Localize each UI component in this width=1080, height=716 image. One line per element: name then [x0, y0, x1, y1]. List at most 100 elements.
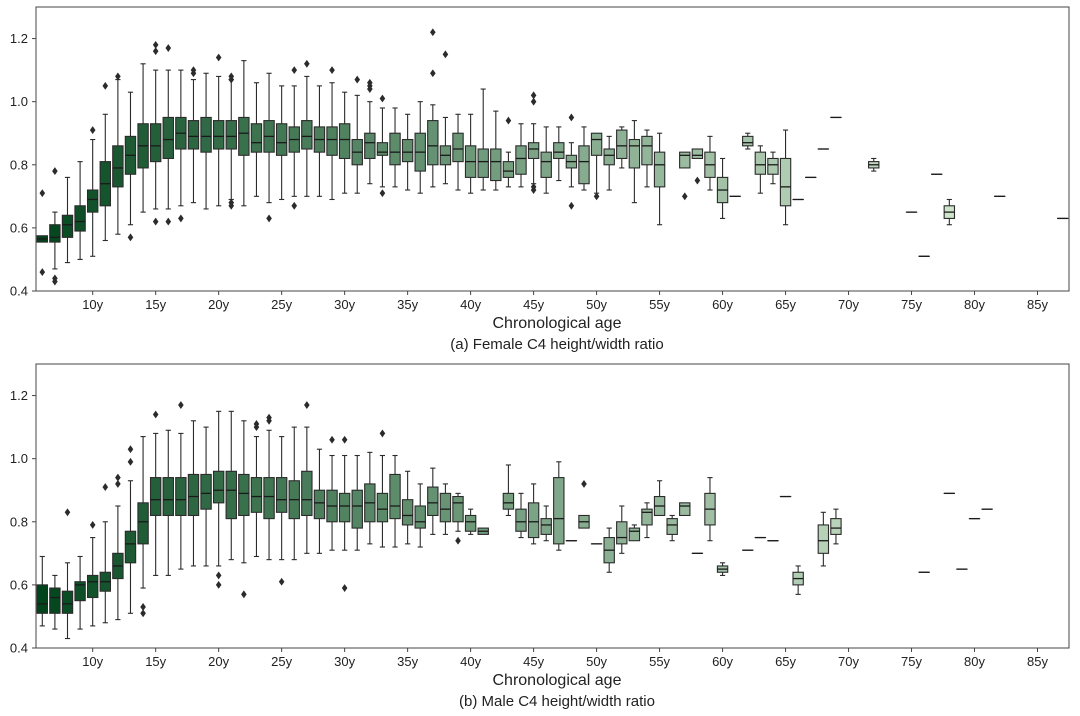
box-age-24: [263, 413, 275, 561]
box-iqr: [527, 142, 540, 160]
box-age-44: [515, 123, 527, 188]
box-age-10: [86, 126, 99, 257]
box-age-40: [464, 113, 477, 194]
box-age-38: [439, 483, 452, 535]
box-iqr: [779, 157, 792, 207]
box-iqr: [301, 470, 313, 517]
x-tick-label: 35y: [397, 654, 418, 669]
x-tick-label: 85y: [1027, 297, 1048, 312]
box-iqr: [338, 492, 351, 523]
box-iqr: [401, 499, 414, 526]
y-tick-label: 0.6: [10, 577, 28, 592]
outlier-point: [278, 577, 285, 586]
box-age-9: [74, 161, 86, 260]
male-boxplot-panel: 0.4 0.6 0.8 1.0 1.2 10y 15y 20y 25y 30y 35y 40y 45y 5…: [10, 363, 1070, 669]
box-iqr: [250, 477, 263, 513]
outlier-point: [52, 277, 58, 286]
outlier-point: [304, 401, 310, 409]
outlier-point: [505, 116, 512, 125]
outlier-point: [291, 66, 298, 75]
box-age-64: [767, 151, 779, 185]
x-tick-label: 45y: [523, 297, 544, 312]
box-age-40: [464, 508, 477, 535]
box-age-52: [616, 126, 628, 169]
x-tick-label: 60y: [712, 654, 733, 669]
outlier-point: [694, 176, 701, 185]
outlier-point: [291, 201, 298, 210]
box-iqr: [162, 477, 174, 517]
box-iqr: [464, 514, 477, 532]
y-tick-label: 1.2: [10, 31, 28, 46]
x-tick-label: 30y: [334, 297, 355, 312]
box-age-36: [414, 483, 426, 548]
outlier-point: [152, 47, 159, 56]
x-tick-label: 50y: [586, 297, 607, 312]
x-tick-label: 85y: [1027, 654, 1048, 669]
outlier-point: [329, 66, 335, 75]
outlier-point: [228, 75, 235, 84]
box-iqr: [212, 120, 225, 150]
box-age-49: [578, 479, 590, 529]
box-iqr: [175, 477, 187, 517]
box-age-14: [137, 63, 149, 213]
box-age-14: [137, 436, 149, 618]
box-iqr: [36, 584, 49, 614]
box-age-43: [502, 116, 515, 188]
box-age-34: [389, 454, 401, 548]
box-iqr: [200, 116, 212, 153]
box-iqr: [477, 148, 489, 178]
box-iqr: [275, 477, 288, 513]
box-age-65: [779, 129, 792, 226]
x-tick-label: 20y: [208, 654, 229, 669]
box-age-28: [313, 448, 326, 554]
box-age-32: [364, 451, 376, 545]
box-iqr: [338, 123, 351, 160]
box-iqr: [263, 477, 275, 520]
box-iqr: [691, 148, 704, 160]
box-iqr: [313, 489, 326, 520]
box-age-54: [641, 129, 653, 188]
outlier-point: [115, 473, 121, 482]
box-iqr: [124, 530, 137, 564]
box-age-44: [515, 492, 527, 539]
box-iqr: [225, 120, 237, 150]
box-age-22: [238, 60, 250, 207]
x-tick-label: 40y: [460, 297, 481, 312]
box-iqr: [427, 120, 439, 166]
box-age-25: [275, 436, 288, 586]
box-iqr: [187, 120, 200, 150]
box-age-26: [288, 426, 300, 561]
box-age-20: [212, 410, 225, 589]
box-age-16: [162, 44, 174, 226]
box-iqr: [74, 205, 86, 232]
box-age-19: [200, 426, 212, 567]
outlier-point: [367, 85, 373, 93]
box-iqr: [250, 123, 263, 153]
outlier-point: [379, 429, 386, 438]
box-age-62: [742, 132, 754, 150]
box-age-35: [401, 470, 414, 545]
box-age-30: [338, 91, 351, 194]
box-age-55: [653, 480, 666, 517]
outlier-point: [568, 113, 575, 122]
box-age-63: [754, 145, 767, 194]
x-tick-label: 80y: [964, 297, 985, 312]
box-iqr: [86, 574, 99, 599]
box-age-31: [351, 75, 363, 194]
box-iqr: [628, 527, 641, 542]
box-age-21: [225, 410, 237, 561]
y-tick-label: 1.0: [10, 451, 28, 466]
box-age-45: [527, 91, 540, 194]
box-age-12: [112, 72, 124, 235]
box-age-47: [553, 461, 565, 551]
box-iqr: [74, 581, 86, 602]
outlier-point: [593, 192, 600, 201]
box-age-16: [162, 429, 174, 576]
outlier-point: [215, 53, 222, 62]
box-iqr: [389, 473, 401, 520]
x-tick-label: 65y: [775, 297, 796, 312]
box-age-8: [61, 176, 74, 264]
caption-panel-b: (b) Male C4 height/width ratio: [459, 693, 655, 710]
x-tick-label: 55y: [649, 654, 670, 669]
box-age-49: [578, 126, 590, 191]
